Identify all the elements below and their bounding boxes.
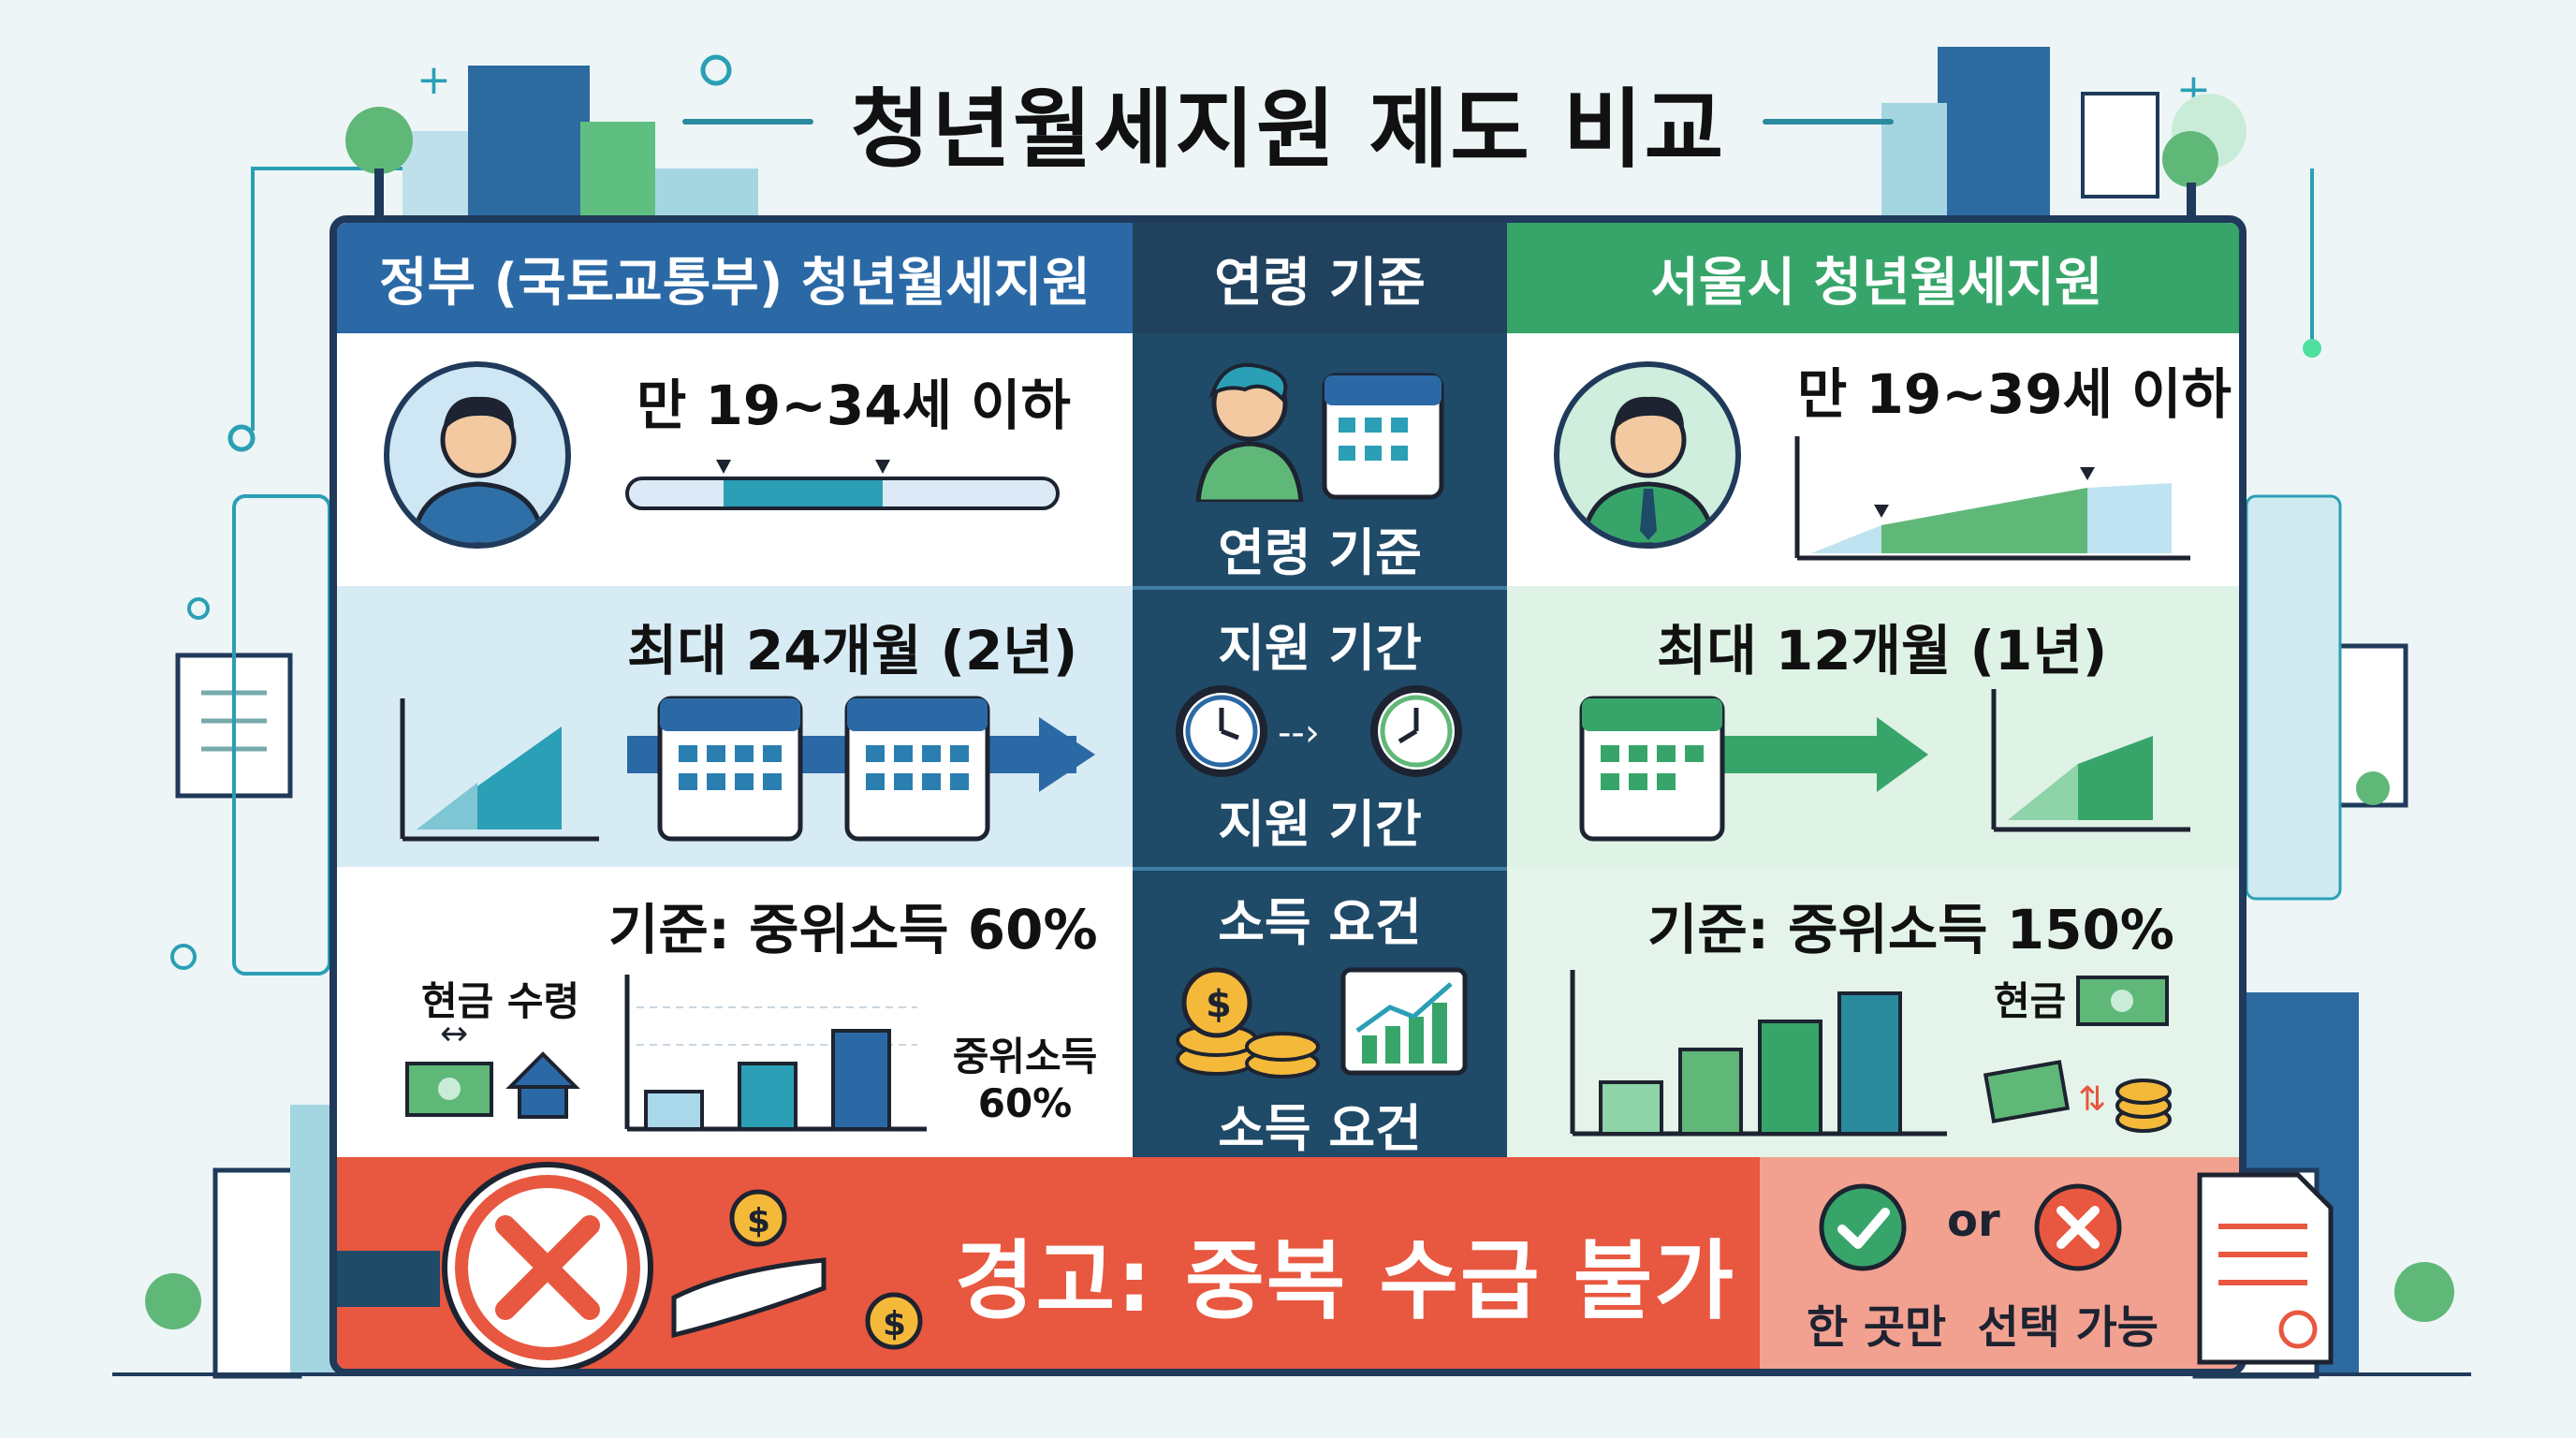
age-range-bar (625, 460, 1060, 510)
criteria-column: 연령 기준 지원 기간 --› 지원 기간 소득 요건 $ (1133, 333, 1507, 1158)
seoul-period-row: 최대 12개월 (1년) (1507, 586, 2239, 867)
calendar-arrow-icon (627, 696, 1095, 842)
page-title: 청년월세지원 제도 비교 (850, 79, 1726, 180)
svg-text:⇅: ⇅ (2078, 1080, 2106, 1119)
or-label: or (1947, 1195, 2000, 1247)
seoul-user-avatar-icon (1554, 361, 1741, 549)
header-criteria: 연령 기준 (1133, 223, 1507, 333)
gov-income-row: 기준: 중위소득 60% 현금 수령 ↔ 중위소득 60% (337, 867, 1133, 1157)
x-icon (2034, 1183, 2122, 1271)
title-divider-left (681, 119, 813, 125)
svg-text:$: $ (883, 1305, 906, 1343)
title-bar: 청년월세지원 제도 비교 (0, 66, 2576, 180)
cash-house-icon: ↔ (405, 1017, 580, 1119)
seoul-period-text: 최대 12개월 (1년) (1657, 619, 2108, 682)
seoul-age-area-chart (1794, 436, 2190, 561)
seoul-cash-label: 현금 (1994, 978, 2067, 1024)
header-seoul: 서울시 청년월세지원 (1507, 223, 2239, 333)
svg-text:$: $ (1206, 983, 1232, 1026)
seoul-age-text: 만 19~39세 이하 (1797, 362, 2232, 426)
gov-cash-label: 현금 수령 (421, 978, 580, 1024)
warning-banner: $ $ 경고: 중복 수급 불가 or 한 곳만 선택 가능 (337, 1157, 2239, 1369)
seoul-growth-chart-icon (1991, 689, 2190, 832)
gov-period-row: 최대 24개월 (2년) (337, 586, 1133, 867)
seoul-income-text: 기준: 중위소득 150% (1647, 898, 2174, 961)
forbidden-money-icon: $ $ (337, 1162, 923, 1369)
header-government: 정부 (국토교통부) 청년월세지원 (337, 223, 1133, 333)
svg-text:+: + (417, 56, 451, 104)
user-avatar-icon (384, 361, 571, 549)
person-calendar-icon (1195, 362, 1444, 502)
svg-text:--›: --› (1278, 712, 1320, 755)
warning-text: 경고: 중복 수급 불가 (955, 1231, 1735, 1331)
gov-median-label: 중위소득 60% (936, 1034, 1114, 1127)
seoul-calendar-arrow-icon (1579, 696, 1928, 842)
choice-label: 한 곳만 선택 가능 (1807, 1301, 2159, 1354)
seoul-income-bar-chart (1570, 970, 1947, 1137)
gov-age-row: 만 19~34세 이하 (337, 333, 1133, 586)
seoul-cash-coins-icon: ⇅ (1983, 976, 2172, 1133)
seoul-income-row: 기준: 중위소득 150% 현금 ⇅ (1507, 867, 2239, 1157)
document-check-icon (2197, 1172, 2334, 1365)
criteria-income-label-bottom: 소득 요건 (1218, 1099, 1422, 1158)
comparison-table: 정부 (국토교통부) 청년월세지원 연령 기준 서울시 청년월세지원 만 19~… (329, 215, 2247, 1376)
gov-period-text: 최대 24개월 (2년) (627, 619, 1078, 682)
growth-chart-icon (400, 698, 599, 842)
gov-median-label-line2: 60% (977, 1080, 1073, 1126)
check-icon (1819, 1183, 1907, 1271)
seoul-age-row: 만 19~39세 이하 (1507, 333, 2239, 586)
clock-icons: --› (1176, 685, 1462, 777)
gov-age-text: 만 19~34세 이하 (637, 374, 1071, 437)
coins-chart-icon: $ (1176, 967, 1468, 1078)
choice-panel: or 한 곳만 선택 가능 (1760, 1157, 2239, 1369)
gov-income-bar-chart (624, 975, 927, 1132)
gov-median-label-line1: 중위소득 (952, 1034, 1098, 1079)
title-divider-right (1763, 119, 1895, 125)
criteria-period-label-top: 지원 기간 (1218, 619, 1422, 678)
criteria-period-label-bottom: 지원 기간 (1218, 795, 1422, 854)
criteria-divider-2 (1133, 867, 1507, 871)
criteria-divider-1 (1133, 586, 1507, 590)
svg-text:↔: ↔ (440, 1017, 468, 1053)
gov-income-text: 기준: 중위소득 60% (608, 898, 1098, 961)
criteria-age-label: 연령 기준 (1218, 523, 1422, 582)
svg-text:$: $ (747, 1202, 770, 1240)
criteria-income-label-top: 소득 요건 (1218, 893, 1422, 952)
